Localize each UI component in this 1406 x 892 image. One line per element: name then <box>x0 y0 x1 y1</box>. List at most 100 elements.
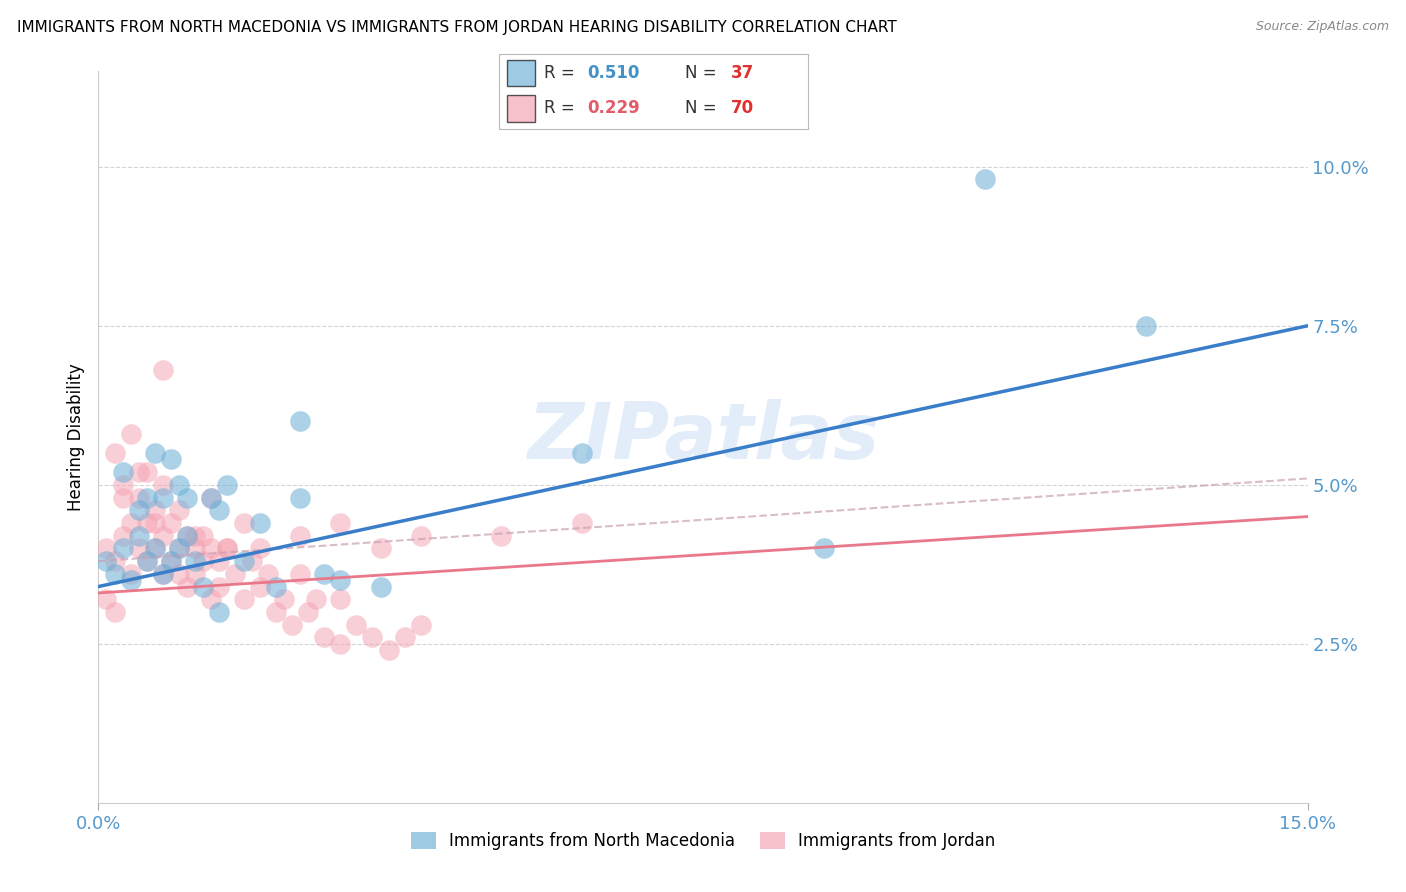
Point <box>176 529 198 543</box>
Point <box>120 426 142 441</box>
Point <box>167 541 190 556</box>
Point <box>249 516 271 530</box>
Point <box>491 529 513 543</box>
Point <box>208 554 231 568</box>
Point <box>135 491 157 505</box>
Point <box>184 529 207 543</box>
Point <box>152 529 174 543</box>
Point <box>288 491 311 505</box>
Point <box>288 414 311 428</box>
Y-axis label: Hearing Disability: Hearing Disability <box>66 363 84 511</box>
Point <box>264 605 287 619</box>
Point <box>120 566 142 581</box>
Point <box>152 477 174 491</box>
Point <box>128 465 150 479</box>
Text: R =: R = <box>544 100 581 118</box>
Point <box>160 452 183 467</box>
Point <box>160 516 183 530</box>
Point <box>143 446 166 460</box>
Point <box>974 172 997 186</box>
FancyBboxPatch shape <box>508 95 534 122</box>
Point <box>96 592 118 607</box>
Point <box>167 566 190 581</box>
Point <box>1135 318 1157 333</box>
Point <box>329 573 352 587</box>
Point <box>217 541 239 556</box>
Point <box>96 554 118 568</box>
Point <box>329 516 352 530</box>
Point <box>152 491 174 505</box>
Point <box>240 554 263 568</box>
Text: IMMIGRANTS FROM NORTH MACEDONIA VS IMMIGRANTS FROM JORDAN HEARING DISABILITY COR: IMMIGRANTS FROM NORTH MACEDONIA VS IMMIG… <box>17 20 897 35</box>
Point <box>370 541 392 556</box>
Point <box>193 554 215 568</box>
Point <box>314 631 336 645</box>
Point <box>264 580 287 594</box>
Point <box>103 554 125 568</box>
Point <box>176 580 198 594</box>
Point <box>143 503 166 517</box>
Point <box>813 541 835 556</box>
Point <box>571 446 593 460</box>
Point <box>208 503 231 517</box>
Point <box>281 617 304 632</box>
Point <box>184 541 207 556</box>
Point <box>120 573 142 587</box>
Point <box>184 566 207 581</box>
Point <box>103 566 125 581</box>
Point <box>256 566 278 581</box>
Point <box>167 477 190 491</box>
Point <box>128 541 150 556</box>
Point <box>232 592 254 607</box>
Point <box>96 541 118 556</box>
FancyBboxPatch shape <box>508 60 534 87</box>
Text: Source: ZipAtlas.com: Source: ZipAtlas.com <box>1256 20 1389 33</box>
Point <box>160 554 183 568</box>
Text: 0.510: 0.510 <box>588 64 640 82</box>
Point <box>232 516 254 530</box>
Point <box>193 529 215 543</box>
Point <box>361 631 384 645</box>
Text: 70: 70 <box>731 100 754 118</box>
Point <box>377 643 399 657</box>
Point <box>224 566 246 581</box>
Point <box>571 516 593 530</box>
Point <box>249 541 271 556</box>
Point <box>167 541 190 556</box>
Point <box>370 580 392 594</box>
Text: ZIPatlas: ZIPatlas <box>527 399 879 475</box>
Point <box>128 503 150 517</box>
Point <box>167 503 190 517</box>
Point <box>329 637 352 651</box>
Point <box>103 605 125 619</box>
Point <box>111 541 134 556</box>
Point <box>193 580 215 594</box>
Point <box>200 592 222 607</box>
Point <box>152 566 174 581</box>
Point <box>314 566 336 581</box>
Text: 0.229: 0.229 <box>588 100 640 118</box>
Text: N =: N = <box>685 64 721 82</box>
Point <box>208 580 231 594</box>
Point <box>111 529 134 543</box>
Point <box>409 529 432 543</box>
Point <box>184 554 207 568</box>
Point <box>111 477 134 491</box>
Point <box>217 477 239 491</box>
Point <box>217 541 239 556</box>
Text: N =: N = <box>685 100 721 118</box>
Point <box>176 529 198 543</box>
Point <box>111 491 134 505</box>
Point <box>200 541 222 556</box>
Point <box>329 592 352 607</box>
Point <box>394 631 416 645</box>
Point <box>143 541 166 556</box>
Point <box>135 516 157 530</box>
Point <box>305 592 328 607</box>
Point <box>135 554 157 568</box>
Point <box>152 566 174 581</box>
Point <box>160 554 183 568</box>
Point <box>135 554 157 568</box>
Point <box>208 605 231 619</box>
Point <box>176 491 198 505</box>
